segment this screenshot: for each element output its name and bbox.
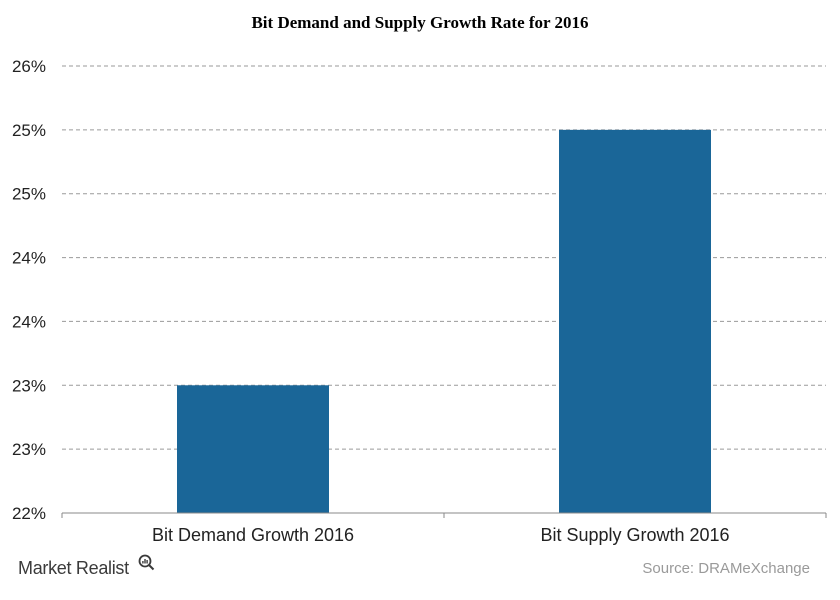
source-note: Source: DRAMeXchange xyxy=(642,560,810,577)
y-axis-ticks: 22% 23% 23% 24% 24% 25% 25% 26% xyxy=(12,57,46,523)
y-tick-label: 23% xyxy=(12,440,46,459)
y-tick-label: 24% xyxy=(12,312,46,331)
chart-title: Bit Demand and Supply Growth Rate for 20… xyxy=(251,13,588,32)
gridlines xyxy=(62,65,826,450)
magnifier-icon xyxy=(138,554,155,571)
y-tick-label: 26% xyxy=(12,57,46,76)
brand-name: Market Realist xyxy=(18,558,129,578)
bar-1 xyxy=(177,385,329,513)
y-tick-label: 23% xyxy=(12,376,46,395)
x-axis xyxy=(61,512,827,518)
y-tick-label: 22% xyxy=(12,504,46,523)
x-category-label: Bit Supply Growth 2016 xyxy=(540,525,729,545)
y-tick-label: 24% xyxy=(12,249,46,268)
x-category-label: Bit Demand Growth 2016 xyxy=(152,525,354,545)
brand-logo: Market Realist xyxy=(18,554,155,578)
x-axis-categories: Bit Demand Growth 2016 Bit Supply Growth … xyxy=(152,525,730,545)
bars xyxy=(177,129,711,513)
y-tick-label: 25% xyxy=(12,121,46,140)
y-tick-label: 25% xyxy=(12,185,46,204)
bar-2 xyxy=(559,129,711,513)
